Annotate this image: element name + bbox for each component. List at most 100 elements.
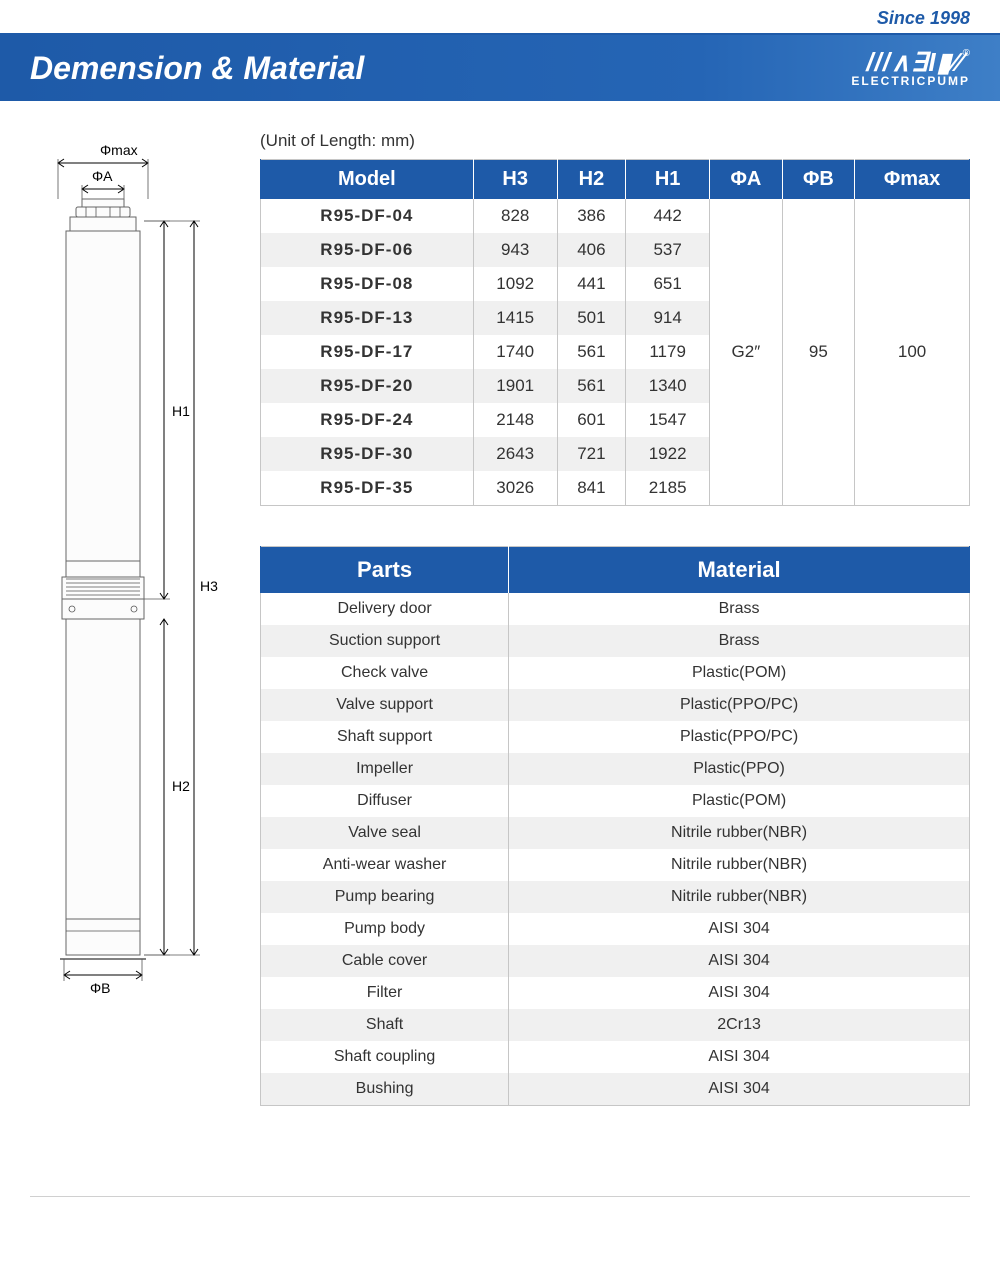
header: Demension & Material ///∧∃I▮∕∕® ELECTRIC…	[0, 35, 1000, 101]
col-phia: ΦA	[710, 160, 783, 200]
cell: R95-DF-30	[261, 437, 474, 471]
material-cell: Nitrile rubber(NBR)	[509, 849, 970, 881]
table-row: Pump bearingNitrile rubber(NBR)	[261, 881, 970, 913]
part-cell: Valve seal	[261, 817, 509, 849]
cell: R95-DF-20	[261, 369, 474, 403]
cell: 914	[626, 301, 710, 335]
part-cell: Diffuser	[261, 785, 509, 817]
material-cell: Nitrile rubber(NBR)	[509, 817, 970, 849]
label-phib: ΦB	[90, 980, 111, 996]
material-cell: Plastic(PPO/PC)	[509, 689, 970, 721]
label-h2: H2	[172, 778, 190, 794]
dim-header-row: Model H3 H2 H1 ΦA ΦB Φmax	[261, 160, 970, 200]
cell: 841	[557, 471, 625, 506]
material-cell: Brass	[509, 593, 970, 625]
col-phimax: Φmax	[855, 160, 970, 200]
registered-icon: ®	[963, 48, 970, 59]
table-row: Delivery doorBrass	[261, 593, 970, 625]
dimension-table: Model H3 H2 H1 ΦA ΦB Φmax R95-DF-0482838…	[260, 159, 970, 506]
cell: R95-DF-06	[261, 233, 474, 267]
part-cell: Cable cover	[261, 945, 509, 977]
table-row: Shaft supportPlastic(PPO/PC)	[261, 721, 970, 753]
cell: R95-DF-08	[261, 267, 474, 301]
label-h1: H1	[172, 403, 190, 419]
table-row: Shaft2Cr13	[261, 1009, 970, 1041]
col-phib: ΦB	[782, 160, 855, 200]
unit-label: (Unit of Length: mm)	[260, 131, 970, 151]
table-row: BushingAISI 304	[261, 1073, 970, 1106]
material-cell: Plastic(PPO)	[509, 753, 970, 785]
part-cell: Suction support	[261, 625, 509, 657]
cell: 2185	[626, 471, 710, 506]
since-text: Since 1998	[877, 8, 970, 28]
part-cell: Shaft coupling	[261, 1041, 509, 1073]
page-title: Demension & Material	[30, 50, 364, 87]
part-cell: Pump body	[261, 913, 509, 945]
pump-diagram: Φmax ΦA	[40, 131, 220, 1106]
mat-header-row: Parts Material	[261, 547, 970, 594]
cell: 943	[473, 233, 557, 267]
col-material: Material	[509, 547, 970, 594]
part-cell: Delivery door	[261, 593, 509, 625]
merged-cell: G2″	[710, 199, 783, 506]
cell: 651	[626, 267, 710, 301]
cell: 441	[557, 267, 625, 301]
table-row: DiffuserPlastic(POM)	[261, 785, 970, 817]
col-model: Model	[261, 160, 474, 200]
cell: 828	[473, 199, 557, 233]
cell: R95-DF-04	[261, 199, 474, 233]
table-row: Pump bodyAISI 304	[261, 913, 970, 945]
part-cell: Check valve	[261, 657, 509, 689]
merged-cell: 95	[782, 199, 855, 506]
cell: 1179	[626, 335, 710, 369]
cell: 1922	[626, 437, 710, 471]
col-h2: H2	[557, 160, 625, 200]
cell: 601	[557, 403, 625, 437]
cell: R95-DF-13	[261, 301, 474, 335]
logo-top: ///∧∃I▮∕∕	[866, 47, 962, 77]
cell: 1415	[473, 301, 557, 335]
cell: 537	[626, 233, 710, 267]
label-phimax: Φmax	[100, 142, 138, 158]
footer-rule	[30, 1196, 970, 1197]
table-row: Valve supportPlastic(PPO/PC)	[261, 689, 970, 721]
cell: 1901	[473, 369, 557, 403]
material-cell: AISI 304	[509, 913, 970, 945]
table-row: Suction supportBrass	[261, 625, 970, 657]
cell: 386	[557, 199, 625, 233]
cell: 1092	[473, 267, 557, 301]
logo: ///∧∃I▮∕∕® ELECTRICPUMP	[851, 49, 970, 87]
part-cell: Impeller	[261, 753, 509, 785]
logo-bottom: ELECTRICPUMP	[851, 75, 970, 87]
merged-cell: 100	[855, 199, 970, 506]
cell: 561	[557, 335, 625, 369]
material-table: Parts Material Delivery doorBrassSuction…	[260, 546, 970, 1106]
col-h3: H3	[473, 160, 557, 200]
material-cell: Plastic(PPO/PC)	[509, 721, 970, 753]
cell: 1547	[626, 403, 710, 437]
cell: R95-DF-24	[261, 403, 474, 437]
part-cell: Anti-wear washer	[261, 849, 509, 881]
cell: 2643	[473, 437, 557, 471]
table-row: Valve sealNitrile rubber(NBR)	[261, 817, 970, 849]
table-row: Cable coverAISI 304	[261, 945, 970, 977]
material-cell: AISI 304	[509, 945, 970, 977]
material-cell: Plastic(POM)	[509, 785, 970, 817]
material-cell: Brass	[509, 625, 970, 657]
cell: 501	[557, 301, 625, 335]
table-row: Check valvePlastic(POM)	[261, 657, 970, 689]
table-row: Anti-wear washerNitrile rubber(NBR)	[261, 849, 970, 881]
table-row: ImpellerPlastic(PPO)	[261, 753, 970, 785]
cell: 1740	[473, 335, 557, 369]
material-cell: Plastic(POM)	[509, 657, 970, 689]
cell: 1340	[626, 369, 710, 403]
cell: 406	[557, 233, 625, 267]
table-row: FilterAISI 304	[261, 977, 970, 1009]
label-h3: H3	[200, 578, 218, 594]
cell: 2148	[473, 403, 557, 437]
col-h1: H1	[626, 160, 710, 200]
part-cell: Pump bearing	[261, 881, 509, 913]
tables: (Unit of Length: mm) Model H3 H2 H1 ΦA Φ…	[260, 131, 970, 1106]
cell: 442	[626, 199, 710, 233]
part-cell: Shaft support	[261, 721, 509, 753]
